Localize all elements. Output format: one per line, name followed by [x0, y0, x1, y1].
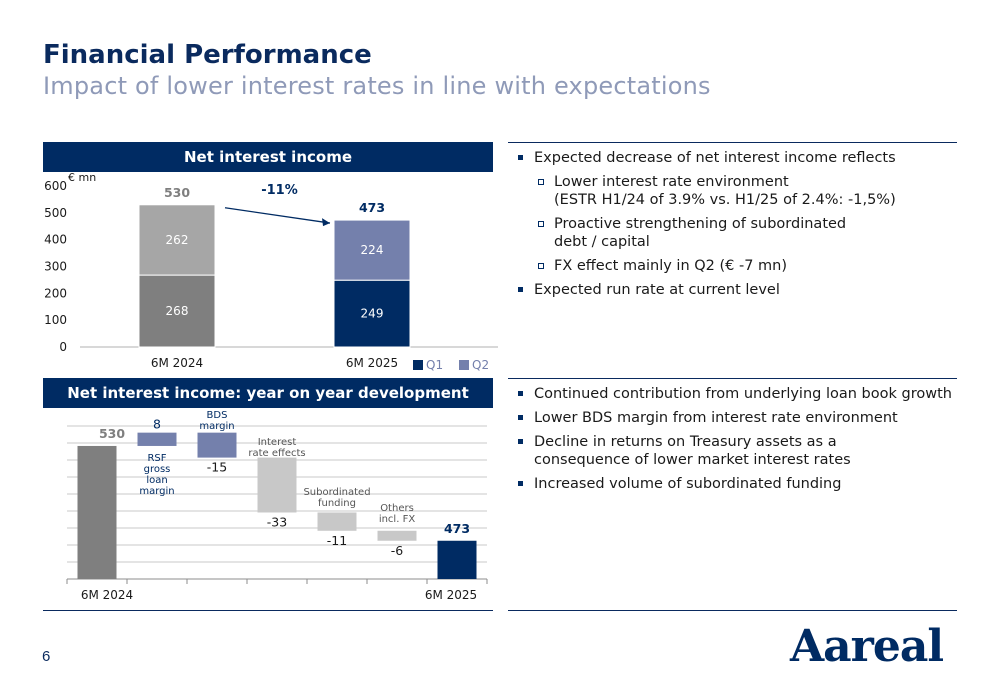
- top-bullet-text: Expected decrease of net interest income…: [534, 150, 896, 166]
- hollow-square-bullet-icon: [538, 263, 544, 269]
- top-bullet-item: Expected run rate at current level: [512, 281, 957, 299]
- waterfall-value-label: -11: [327, 533, 347, 548]
- waterfall-step-label: BDS: [207, 410, 228, 421]
- waterfall-value-label: -15: [207, 460, 227, 475]
- x-category-label: 6M 2024: [81, 588, 133, 602]
- y-tick-label: 100: [44, 313, 67, 327]
- legend-swatch-q2: [459, 360, 469, 370]
- waterfall-value-label: -33: [267, 514, 287, 529]
- legend-label: Q2: [472, 358, 489, 372]
- waterfall-bar: [437, 540, 477, 579]
- aareal-logo: Aareal: [790, 621, 944, 672]
- change-percent-label: -11%: [261, 183, 298, 198]
- waterfall-step-label: gross: [144, 464, 171, 475]
- y-tick-label: 400: [44, 233, 67, 247]
- square-bullet-icon: [518, 287, 523, 292]
- x-category-label: 6M 2024: [151, 356, 203, 370]
- top-bullet-text: Proactive strengthening of subordinated …: [554, 216, 847, 250]
- square-bullet-icon: [518, 391, 523, 396]
- waterfall-bar: [137, 432, 177, 446]
- waterfall-step-label: incl. FX: [379, 514, 416, 525]
- bottom-bullet-text: Continued contribution from underlying l…: [534, 386, 952, 402]
- waterfall-bar: [377, 530, 417, 541]
- legend-swatch-q1: [413, 360, 423, 370]
- y-tick-label: 200: [44, 286, 67, 300]
- nii-panel-header: Net interest income: [43, 142, 493, 172]
- bar-segment-value-label: 268: [166, 304, 189, 318]
- bottom-bullet-item: Lower BDS margin from interest rate envi…: [512, 409, 957, 427]
- top-bullet-item: Proactive strengthening of subordinated …: [512, 215, 957, 251]
- waterfall-value-label: 8: [153, 417, 161, 432]
- panel-divider: [43, 610, 493, 611]
- bottom-bullet-item: Decline in returns on Treasury assets as…: [512, 433, 957, 469]
- page-title: Financial Performance: [43, 40, 372, 70]
- square-bullet-icon: [518, 155, 523, 160]
- bottom-bullet-item: Continued contribution from underlying l…: [512, 385, 957, 403]
- bar-segment-value-label: 262: [166, 233, 189, 247]
- nii-development-panel-header: Net interest income: year on year develo…: [43, 378, 493, 408]
- legend-label: Q1: [426, 358, 443, 372]
- y-tick-label: 0: [59, 340, 67, 354]
- bottom-bullet-item: Increased volume of subordinated funding: [512, 475, 957, 493]
- change-arrow-line: [224, 207, 331, 224]
- y-tick-label: 600: [44, 179, 67, 193]
- bar-segment-q2: [138, 204, 216, 276]
- bar-segment-value-label: 224: [361, 243, 384, 257]
- hollow-square-bullet-icon: [538, 221, 544, 227]
- waterfall-step-label: Interest: [258, 437, 297, 448]
- waterfall-step-label: Others: [380, 503, 414, 514]
- bottom-text-end-divider: [508, 610, 957, 611]
- unit-label: € mn: [68, 172, 96, 184]
- waterfall-step-label: Subordinated: [303, 487, 370, 498]
- square-bullet-icon: [518, 415, 523, 420]
- waterfall-bar: [257, 457, 297, 513]
- waterfall-value-label: 473: [444, 521, 470, 536]
- nii-stacked-bar-chart: 0 100 200 300 400 500 600€ mn 268 262 530 6M 2024 2…: [44, 172, 498, 372]
- bottom-bullet-text: Decline in returns on Treasury assets as…: [534, 434, 851, 468]
- top-bullet-item: Lower interest rate environment (ESTR H1…: [512, 173, 957, 209]
- waterfall-bar: [197, 432, 237, 458]
- nii-waterfall-chart: 5308-15-33-11-6473RSFgrossloanmarginBDSm…: [66, 410, 488, 602]
- page-subtitle: Impact of lower interest rates in line w…: [43, 72, 711, 100]
- x-category-label: 6M 2025: [425, 588, 477, 602]
- bar-segment-q1: [138, 274, 216, 348]
- y-tick-label: 500: [44, 206, 67, 220]
- bottom-bullet-list: Continued contribution from underlying l…: [512, 385, 957, 499]
- bar-segment-q2: [333, 219, 411, 281]
- waterfall-step-label: loan: [146, 475, 167, 486]
- top-bullet-text: Expected run rate at current level: [534, 282, 780, 298]
- waterfall-step-label: funding: [318, 498, 356, 509]
- square-bullet-icon: [518, 439, 523, 444]
- waterfall-step-label: margin: [199, 421, 234, 432]
- bar-segment-value-label: 249: [361, 307, 384, 321]
- waterfall-bar: [77, 445, 117, 579]
- y-tick-label: 300: [44, 260, 67, 274]
- bar-total-label: 530: [164, 185, 190, 200]
- hollow-square-bullet-icon: [538, 179, 544, 185]
- bottom-bullet-text: Lower BDS margin from interest rate envi…: [534, 410, 898, 426]
- arrow-head-icon: [322, 218, 330, 227]
- x-category-label: 6M 2025: [346, 356, 398, 370]
- waterfall-step-label: RSF: [147, 453, 166, 464]
- bottom-bullet-text: Increased volume of subordinated funding: [534, 476, 842, 492]
- top-bullet-item: FX effect mainly in Q2 (€ -7 mn): [512, 257, 957, 275]
- square-bullet-icon: [518, 481, 523, 486]
- top-bullet-text: FX effect mainly in Q2 (€ -7 mn): [554, 258, 788, 274]
- bar-total-label: 473: [359, 200, 385, 215]
- waterfall-value-label: -6: [391, 543, 404, 558]
- page-number: 6: [42, 648, 51, 665]
- waterfall-bar: [317, 512, 357, 531]
- top-text-divider: [508, 142, 957, 143]
- top-bullet-list: Expected decrease of net interest income…: [512, 149, 957, 305]
- top-bullet-item: Expected decrease of net interest income…: [512, 149, 957, 167]
- top-bullet-text: Lower interest rate environment (ESTR H1…: [554, 174, 896, 208]
- bottom-text-divider: [508, 378, 957, 379]
- waterfall-step-label: rate effects: [248, 448, 305, 459]
- waterfall-value-label: 530: [99, 426, 125, 441]
- waterfall-step-label: margin: [139, 486, 174, 497]
